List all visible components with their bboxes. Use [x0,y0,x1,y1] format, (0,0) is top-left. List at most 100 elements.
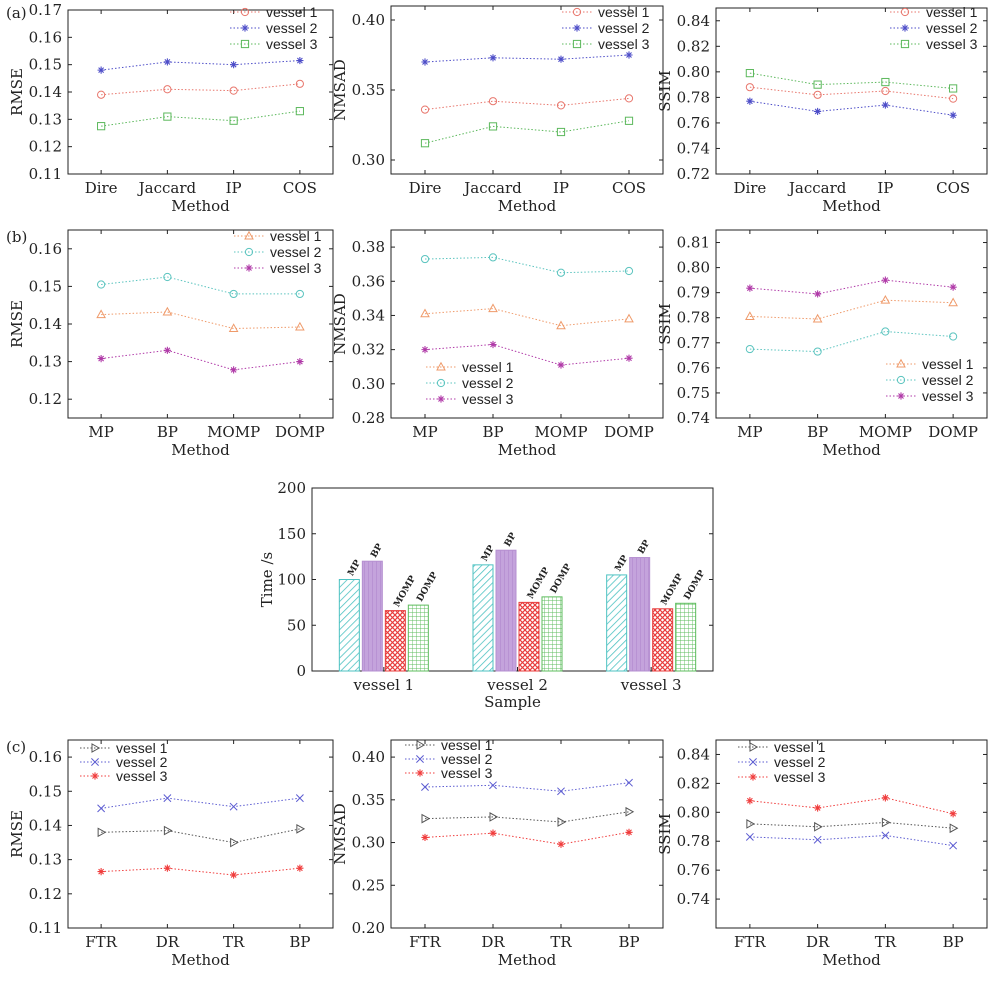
series-line-c-rmse-2 [101,797,300,809]
y-tick-label-a-rmse: 0.16 [29,28,62,46]
data-point-a-ssim-s2 [814,107,822,116]
series-line-a-ssim-2 [749,100,954,116]
data-point-c-ssim-s3-shape [881,794,889,802]
data-point-b-rmse-s1 [295,321,305,331]
data-point-b-nmsad-s3 [557,361,565,369]
data-point-b-ssim-s1 [745,311,755,320]
legend-label-b-ssim: vessel 3 [922,388,974,404]
y-tick-label-c-rmse: 0.15 [29,782,62,800]
data-point-a-rmse-s3-shape [97,122,106,131]
x-tick-label-time-bar: vessel 3 [620,676,682,694]
data-point-c-rmse-s2 [163,794,172,803]
data-point-b-rmse-s3-shape [97,354,105,363]
legend-marker-b-ssim-shape [897,392,905,400]
charts-root: 0.11 0.12 0.13 0.14 0.15 0.16 0.17 Dire Jaccard I… [8,1,988,969]
data-point-b-rmse-s2-shape [229,289,238,299]
data-point-c-nmsad-s2-shape [489,781,497,790]
data-point-c-rmse-s1 [230,837,239,848]
data-point-c-ssim-s3-shape [746,797,754,805]
legend-marker-a-nmsad-shape [572,7,582,17]
bar-MP-3 [606,574,628,672]
data-point-a-rmse-s2-shape [97,66,105,74]
y-tick-label-c-nmsad: 0.35 [352,791,385,809]
chart-c-rmse: 0.11 0.12 0.13 0.14 0.15 0.16 FTR DR TR BP Method R… [8,739,334,969]
data-point-b-ssim-s3-shape [814,290,822,298]
series-line-a-nmsad-3 [424,120,630,144]
legend-marker-a-rmse-shape [240,7,250,17]
legend-marker-a-nmsad [572,39,582,49]
y-tick-label-c-ssim: 0.78 [677,832,710,850]
data-point-c-nmsad-s3-shape [489,829,497,837]
y-tick-label-b-nmsad: 0.32 [352,341,385,359]
data-point-c-nmsad-s3 [489,829,497,837]
legend-marker-b-ssim [897,392,905,400]
bar-label-DOMP-1: DOMP [415,570,440,603]
data-point-b-ssim-s3-shape [881,276,889,284]
data-point-b-ssim-s1-shape [745,311,755,320]
data-point-c-rmse-s1 [163,825,173,836]
bar-DOMP-2 [541,596,563,672]
x-axis-title-a-nmsad: Method [498,197,557,215]
x-tick-label-time-bar: vessel 1 [352,676,414,694]
x-tick-label-b-nmsad: MP [412,423,437,441]
y-tick-label-a-ssim: 0.80 [677,63,710,81]
data-point-a-nmsad-s3 [488,122,498,131]
data-point-c-rmse-s1 [97,827,107,838]
x-tick-label-c-rmse: DR [156,933,180,951]
data-point-c-ssim-s2 [881,831,890,840]
y-axis-title-a-ssim: SSIM [656,70,674,112]
data-point-c-ssim-s1 [881,817,891,828]
y-tick-label-a-ssim: 0.82 [677,37,710,55]
data-point-a-nmsad-s2-shape [489,54,497,62]
data-point-c-rmse-s3 [296,864,304,872]
data-point-c-nmsad-s3 [557,840,565,848]
data-point-c-ssim-s2-shape [881,831,890,840]
y-tick-label-time-bar: 50 [287,616,306,634]
legend-label-a-rmse: vessel 3 [266,36,318,52]
y-tick-label-c-rmse: 0.13 [29,851,62,869]
legend-marker-b-rmse-shape [244,247,254,257]
x-tick-label-b-nmsad: BP [482,423,503,441]
series-line-a-ssim-3 [749,72,954,89]
series-line-a-rmse-1 [101,83,300,96]
bar-label-MP-3: MP [614,554,631,574]
data-point-b-rmse-s1 [162,306,173,316]
legend-marker-b-ssim-shape [896,375,906,385]
x-tick-label-c-ssim: DR [806,933,830,951]
bar-label-BP-1: BP [369,542,385,560]
x-axis-title-c-nmsad: Method [498,951,557,969]
y-tick-label-c-nmsad: 0.25 [352,876,385,894]
plot-frame-c-rmse [67,739,334,929]
data-point-b-nmsad-s1-shape [488,303,498,313]
legend-marker-c-ssim-shape [749,758,757,766]
legend-marker-b-nmsad-shape [436,378,446,388]
data-point-a-ssim-s3 [813,80,822,89]
data-point-c-nmsad-s1 [421,813,431,824]
data-point-a-nmsad-s1 [624,94,634,103]
legend-label-c-nmsad: vessel 3 [441,765,493,781]
x-tick-label-b-nmsad: DOMP [604,423,654,441]
data-point-a-ssim-s1-shape [949,94,958,103]
y-tick-label-b-ssim: 0.81 [677,234,710,252]
x-tick-label-a-rmse: Jaccard [137,179,197,197]
data-point-a-nmsad-s3 [556,127,566,137]
legend-label-c-ssim: vessel 3 [774,769,826,785]
data-point-b-nmsad-s1-shape [624,313,634,323]
series-line-b-rmse-1 [101,311,300,330]
data-point-a-rmse-s3-shape [163,112,172,121]
data-point-b-nmsad-s3-shape [421,346,429,354]
data-point-b-ssim-s2 [813,347,822,356]
data-point-b-rmse-s3 [230,366,238,374]
y-axis-title-a-rmse: RMSE [8,68,26,116]
chart-a-rmse: 0.11 0.12 0.13 0.14 0.15 0.16 0.17 Dire Jaccard I… [8,1,334,215]
data-point-a-nmsad-s2-shape [625,51,633,59]
data-point-a-ssim-s3 [881,77,890,87]
legend-marker-c-nmsad-shape [416,769,424,777]
data-point-a-rmse-s1-shape [163,85,172,94]
y-tick-label-a-ssim: 0.74 [677,139,710,157]
y-tick-label-c-ssim: 0.84 [677,745,710,763]
x-tick-label-a-nmsad: Dire [409,179,442,197]
data-point-a-ssim-s1-shape [745,83,754,92]
